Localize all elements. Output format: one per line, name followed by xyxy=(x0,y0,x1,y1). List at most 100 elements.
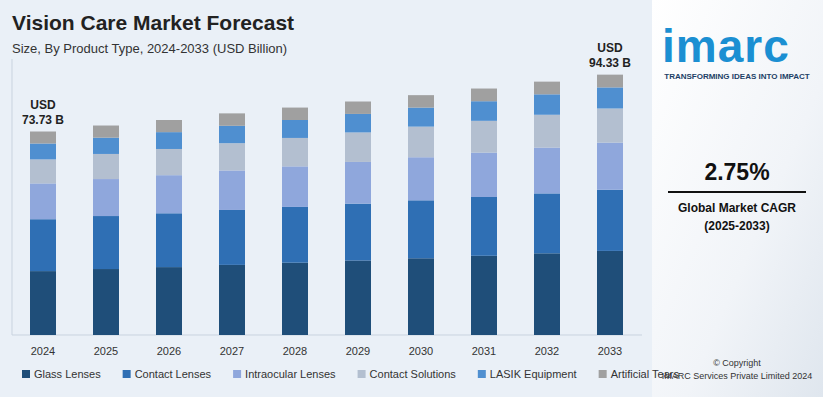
bar-segment xyxy=(30,271,56,335)
bar-segment xyxy=(30,219,56,271)
y-axis-line xyxy=(12,59,13,335)
bar-segment xyxy=(534,148,560,194)
brand-panel xyxy=(652,0,823,397)
bar-segment xyxy=(282,120,308,138)
bar-segment xyxy=(30,159,56,183)
bar-segment xyxy=(408,157,434,200)
bar-segment xyxy=(408,258,434,335)
bar-segment xyxy=(471,153,497,197)
x-tick-label: 2030 xyxy=(409,345,433,357)
bar-segment xyxy=(219,171,245,210)
legend-swatch xyxy=(233,370,241,378)
bar-segment xyxy=(156,149,182,175)
bar-segment xyxy=(93,126,119,138)
bar-segment xyxy=(471,197,497,256)
bar-segment xyxy=(597,143,623,190)
bar-segment xyxy=(282,108,308,120)
bar-segment xyxy=(219,210,245,265)
legend-swatch xyxy=(358,370,366,378)
bar-segment xyxy=(156,213,182,267)
x-tick-label: 2033 xyxy=(598,345,622,357)
legend-swatch xyxy=(22,370,30,378)
bar-segment xyxy=(219,126,245,143)
bar-segment xyxy=(93,269,119,335)
legend-label: LASIK Equipment xyxy=(490,368,577,380)
x-tick-label: 2025 xyxy=(94,345,118,357)
bar-segment xyxy=(156,132,182,149)
bar-segment xyxy=(408,127,434,158)
cagr-label: Global Market CAGR xyxy=(678,201,796,215)
x-tick-label: 2027 xyxy=(220,345,244,357)
x-tick-label: 2028 xyxy=(283,345,307,357)
bar-segment xyxy=(345,102,371,114)
bar-segment xyxy=(282,263,308,335)
cagr-rule xyxy=(668,191,806,193)
legend-label: Intraocular Lenses xyxy=(245,368,336,380)
cagr-period: (2025-2033) xyxy=(704,219,769,233)
bar-segment xyxy=(219,113,245,125)
bar-segment xyxy=(93,154,119,179)
bar-segment xyxy=(408,95,434,107)
chart-background xyxy=(0,0,652,397)
bar-segment xyxy=(345,114,371,132)
bar-segment xyxy=(93,216,119,269)
bar-segment xyxy=(597,75,623,88)
x-tick-label: 2026 xyxy=(157,345,181,357)
annotation: 73.73 B xyxy=(22,113,64,127)
bar-segment xyxy=(597,251,623,335)
bar-segment xyxy=(408,200,434,258)
bar-segment xyxy=(156,120,182,132)
bar-segment xyxy=(534,82,560,95)
copyright: © Copyright xyxy=(713,358,761,368)
legend-swatch xyxy=(478,370,486,378)
bar-segment xyxy=(282,207,308,263)
legend-swatch xyxy=(123,370,131,378)
x-tick-label: 2029 xyxy=(346,345,370,357)
bar-segment xyxy=(597,190,623,251)
bar-segment xyxy=(471,101,497,121)
bar-segment xyxy=(534,193,560,253)
bar-segment xyxy=(597,87,623,108)
bar-segment xyxy=(345,162,371,204)
x-tick-label: 2031 xyxy=(472,345,496,357)
title: Vision Care Market Forecast xyxy=(12,11,294,34)
bar-segment xyxy=(597,108,623,142)
annotation: USD xyxy=(597,41,623,55)
annotation: USD xyxy=(30,98,56,112)
tagline: TRANSFORMING IDEAS INTO IMPACT xyxy=(664,72,810,81)
bar-segment xyxy=(534,115,560,148)
bar-segment xyxy=(345,132,371,162)
x-tick-label: 2024 xyxy=(31,345,55,357)
bar-segment xyxy=(471,121,497,153)
bar-segment xyxy=(156,267,182,335)
bar-segment xyxy=(471,89,497,102)
bar-segment xyxy=(282,166,308,207)
bar-segment xyxy=(30,132,56,144)
legend-label: Contact Lenses xyxy=(135,368,212,380)
bar-segment xyxy=(408,108,434,127)
bar-segment xyxy=(219,265,245,335)
bar-segment xyxy=(93,179,119,216)
bar-segment xyxy=(282,138,308,166)
bar-segment xyxy=(156,175,182,213)
bar-segment xyxy=(345,204,371,261)
x-tick-label: 2032 xyxy=(535,345,559,357)
bar-segment xyxy=(471,256,497,335)
bar-segment xyxy=(30,183,56,219)
cagr-value: 2.75% xyxy=(704,159,769,185)
bar-segment xyxy=(534,94,560,114)
bars xyxy=(30,75,623,335)
legend-swatch xyxy=(599,370,607,378)
bar-segment xyxy=(93,138,119,154)
annotation: 94.33 B xyxy=(589,56,631,70)
bar-segment xyxy=(534,253,560,335)
legend-label: Contact Solutions xyxy=(370,368,457,380)
chart-root: Vision Care Market Forecast Size, By Prod… xyxy=(0,0,823,397)
subtitle: Size, By Product Type, 2024-2033 (USD Bi… xyxy=(12,41,287,56)
bar-segment xyxy=(219,143,245,170)
company: IMARC Services Private Limited 2024 xyxy=(662,371,813,381)
bar-segment xyxy=(30,144,56,160)
logo: imarc xyxy=(662,20,790,72)
legend-label: Glass Lenses xyxy=(34,368,101,380)
bar-segment xyxy=(345,260,371,335)
